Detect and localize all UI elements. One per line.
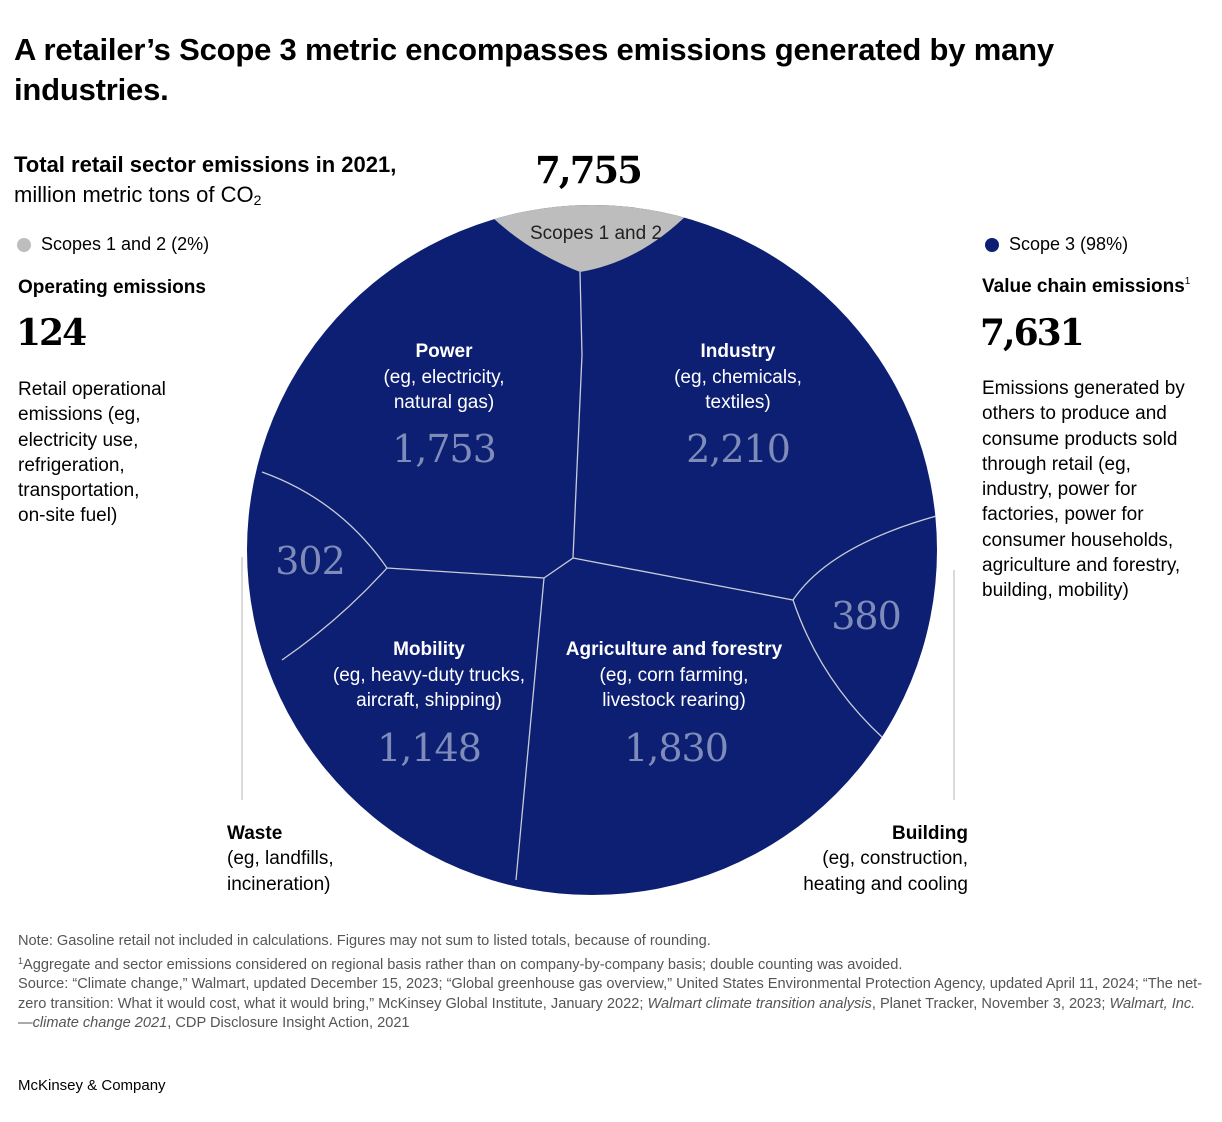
footnote-line: 1Aggregate and sector emissions consider… [18,952,1208,976]
value-chain-value: 7,631 [980,312,1085,354]
desc-line: on-site fuel) [18,505,118,527]
agriculture-label: Agriculture and forestry [566,639,783,660]
desc-line: building, mobility) [982,580,1129,602]
desc-line: refrigeration, [18,454,125,476]
subtitle-subscript: 2 [253,192,262,208]
waste-desc-line-2: incineration) [227,873,331,895]
industry-label: Industry [701,341,776,362]
industry-value: 2,210 [686,427,790,471]
power-desc-line-2: natural gas) [394,392,494,413]
desc-line: others to produce and [982,403,1167,425]
mobility-value: 1,148 [377,726,481,770]
border-industry-agri [572,514,937,601]
legend-scope-3: Scope 3 (98%) [985,234,1128,255]
desc-line: consume products sold [982,428,1178,450]
desc-line: factories, power for [982,504,1144,526]
operating-emissions-value: 124 [16,312,87,354]
desc-line: Retail operational [18,379,166,400]
power-label: Power [415,341,473,362]
operating-emissions-description: Retail operational emissions (eg, electr… [18,377,248,529]
border-power-industry [543,271,583,579]
source-italic: Walmart climate transition analysis [647,995,872,1012]
cell-borders [261,271,937,881]
operating-emissions-heading: Operating emissions [18,277,206,298]
border-waste-mobility-agri [261,471,545,881]
desc-line: emissions (eg, [18,404,141,426]
source-part: , Planet Tracker, November 3, 2023; [871,995,1110,1012]
desc-line: through retail (eg, [982,453,1131,475]
legend-dot-gray-icon [17,237,31,252]
waste-label: Waste [227,823,283,844]
chart-cells [247,205,937,895]
industry-desc-line-1: (eg, chemicals, [674,367,802,388]
chart-title: A retailer’s Scope 3 metric encompasses … [14,32,1054,107]
legend-label: Scopes 1 and 2 (2%) [41,234,210,254]
cell-scope3-background [247,205,937,895]
desc-line: consumer households, [982,529,1174,551]
border-waste-mobility [281,567,388,661]
desc-line: transportation, [18,480,140,502]
chart-subtitle: Total retail sector emissions in 2021, m… [14,150,434,215]
source-part: , CDP Disclosure Insight Action, 2021 [167,1015,410,1031]
industry-desc-line-2: textiles) [705,392,770,413]
border-building [792,599,884,739]
mobility-desc-line-2: aircraft, shipping) [356,690,502,711]
building-desc-line-1: (eg, construction, [822,848,968,870]
value-chain-heading: Value chain emissions1 [982,276,1190,298]
legend-label: Scope 3 (98%) [1009,234,1129,254]
waste-value: 302 [275,539,345,583]
footnote-text: Aggregate and sector emissions considere… [23,956,903,973]
mobility-desc-line-1: (eg, heavy-duty trucks, [333,665,525,686]
agriculture-desc-line-2: livestock rearing) [602,690,746,711]
waste-external-label: Waste (eg, landfills, incineration) [227,821,334,897]
footnote-mark: 1 [18,955,24,966]
subtitle-bold: Total retail sector emissions in 2021, [14,152,397,177]
source-italic: Walmart, Inc.—climate change 2021 [18,995,1196,1032]
desc-line: agriculture and forestry, [982,555,1181,577]
legend-scopes-1-2: Scopes 1 and 2 (2%) [17,234,209,255]
building-value: 380 [831,594,901,638]
footnote-marker: 1 [1184,276,1191,287]
scopes-1-2-label: Scopes 1 and 2 [530,223,662,244]
total-value: 7,755 [535,148,641,192]
mobility-label: Mobility [393,639,465,660]
note-line: Note: Gasoline retail not included in ca… [18,933,711,949]
brand-logo-text: McKinsey & Company [18,1077,166,1094]
agriculture-desc-line-1: (eg, corn farming, [600,665,749,686]
desc-line: Emissions generated by [982,378,1185,399]
cell-scopes-1-2 [480,205,690,272]
subtitle-rest: million metric tons of CO [14,182,254,207]
power-value: 1,753 [392,427,496,471]
source-part: Source: “Climate change,” Walmart, updat… [18,976,1203,1012]
desc-line: electricity use, [18,429,139,451]
agriculture-value: 1,830 [624,726,728,770]
value-chain-heading-text: Value chain emissions [982,276,1185,297]
waste-desc-line-1: (eg, landfills, [227,848,334,870]
chart-notes: Note: Gasoline retail not included in ca… [18,932,1208,1034]
building-external-label: Building (eg, construction, heating and … [748,821,968,897]
desc-line: industry, power for [982,479,1137,501]
power-desc-line-1: (eg, electricity, [383,367,504,388]
source-line: Source: “Climate change,” Walmart, updat… [18,975,1208,1034]
legend-dot-blue-icon [985,237,999,252]
building-label: Building [892,823,968,844]
building-desc-line-2: heating and cooling [803,873,968,895]
value-chain-description: Emissions generated by others to produce… [982,376,1217,604]
